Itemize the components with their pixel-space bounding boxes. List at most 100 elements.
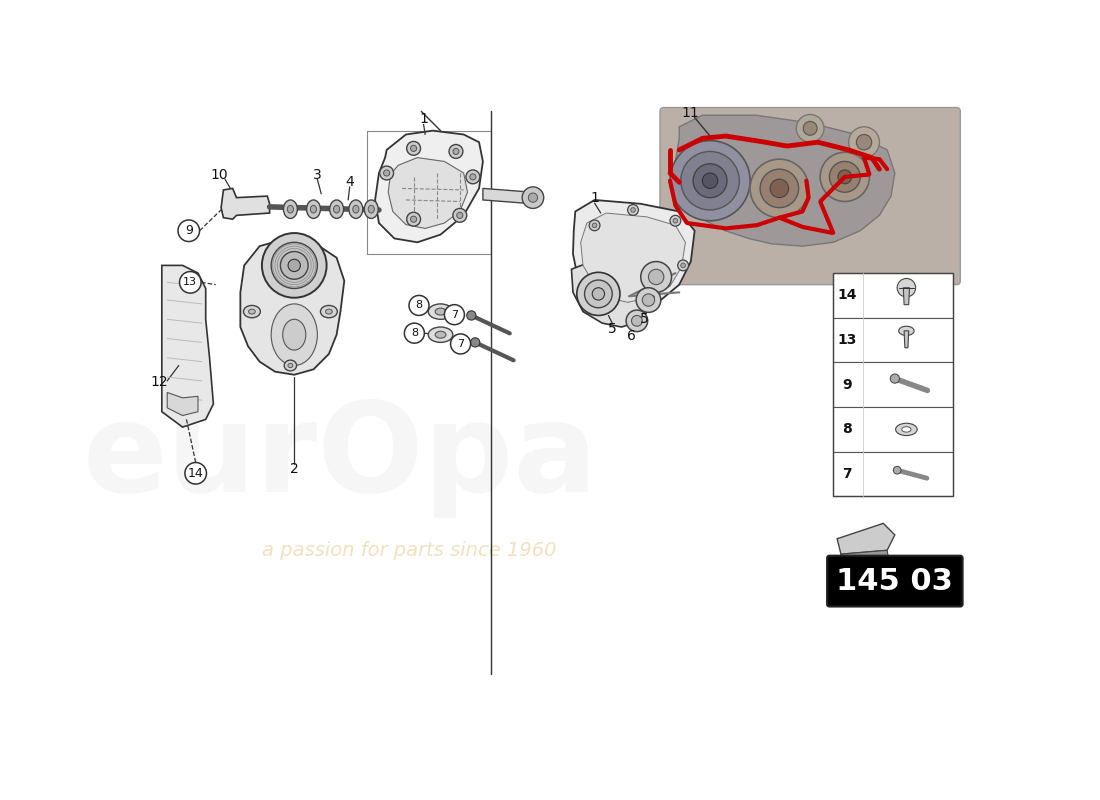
Polygon shape bbox=[837, 523, 895, 554]
Circle shape bbox=[471, 338, 480, 347]
Text: 7: 7 bbox=[451, 310, 458, 320]
Ellipse shape bbox=[353, 206, 359, 213]
Circle shape bbox=[856, 134, 872, 150]
Circle shape bbox=[893, 466, 901, 474]
Ellipse shape bbox=[349, 200, 363, 218]
Text: 7: 7 bbox=[843, 467, 851, 481]
Circle shape bbox=[693, 164, 727, 198]
Polygon shape bbox=[680, 146, 741, 194]
Circle shape bbox=[796, 114, 824, 142]
Polygon shape bbox=[221, 188, 270, 219]
Ellipse shape bbox=[326, 309, 332, 314]
Circle shape bbox=[592, 223, 597, 228]
Ellipse shape bbox=[902, 426, 911, 432]
Circle shape bbox=[592, 288, 605, 300]
Circle shape bbox=[626, 310, 648, 332]
Circle shape bbox=[595, 287, 606, 298]
Polygon shape bbox=[162, 266, 213, 427]
Bar bbox=[834, 273, 953, 496]
Circle shape bbox=[407, 212, 420, 226]
Polygon shape bbox=[842, 550, 889, 562]
Circle shape bbox=[829, 162, 860, 192]
Ellipse shape bbox=[428, 327, 453, 342]
Circle shape bbox=[647, 292, 658, 303]
Ellipse shape bbox=[436, 308, 446, 315]
Ellipse shape bbox=[249, 309, 255, 314]
Circle shape bbox=[407, 142, 420, 155]
Text: 14: 14 bbox=[188, 467, 204, 480]
Ellipse shape bbox=[899, 326, 914, 335]
Circle shape bbox=[410, 216, 417, 222]
Circle shape bbox=[444, 305, 464, 325]
Circle shape bbox=[681, 151, 739, 210]
Circle shape bbox=[750, 159, 808, 218]
Polygon shape bbox=[375, 130, 483, 242]
Circle shape bbox=[288, 259, 300, 271]
Polygon shape bbox=[388, 158, 467, 229]
Ellipse shape bbox=[333, 206, 340, 213]
Circle shape bbox=[590, 220, 600, 230]
Ellipse shape bbox=[320, 306, 338, 318]
Circle shape bbox=[640, 262, 671, 292]
Circle shape bbox=[451, 334, 471, 354]
Polygon shape bbox=[572, 261, 647, 327]
Circle shape bbox=[670, 141, 750, 221]
Circle shape bbox=[770, 179, 789, 198]
Ellipse shape bbox=[436, 331, 446, 338]
FancyBboxPatch shape bbox=[827, 556, 962, 606]
Circle shape bbox=[453, 209, 466, 222]
Circle shape bbox=[703, 173, 718, 188]
Ellipse shape bbox=[271, 304, 318, 366]
Text: 8: 8 bbox=[410, 328, 418, 338]
Text: 8: 8 bbox=[416, 301, 422, 310]
Circle shape bbox=[470, 174, 476, 180]
Circle shape bbox=[681, 263, 685, 268]
Circle shape bbox=[678, 260, 689, 270]
Ellipse shape bbox=[284, 200, 297, 218]
Ellipse shape bbox=[310, 206, 317, 213]
Ellipse shape bbox=[368, 206, 374, 213]
Circle shape bbox=[384, 170, 389, 176]
Text: 5: 5 bbox=[608, 322, 617, 335]
Polygon shape bbox=[167, 393, 198, 415]
Ellipse shape bbox=[330, 200, 343, 218]
Text: 8: 8 bbox=[843, 422, 852, 437]
Text: 10: 10 bbox=[211, 167, 229, 182]
Text: 13: 13 bbox=[184, 278, 197, 287]
Polygon shape bbox=[483, 188, 534, 204]
Ellipse shape bbox=[288, 363, 293, 368]
Text: 9: 9 bbox=[843, 378, 851, 392]
Circle shape bbox=[466, 170, 480, 184]
Circle shape bbox=[453, 148, 459, 154]
Circle shape bbox=[849, 126, 880, 158]
Circle shape bbox=[821, 152, 869, 202]
Circle shape bbox=[262, 233, 327, 298]
Circle shape bbox=[576, 272, 620, 315]
Circle shape bbox=[803, 122, 817, 135]
Text: eurOpa: eurOpa bbox=[82, 398, 598, 518]
Circle shape bbox=[890, 374, 900, 383]
Text: 13: 13 bbox=[837, 333, 857, 347]
Polygon shape bbox=[241, 238, 344, 374]
Circle shape bbox=[522, 187, 543, 209]
Bar bbox=[834, 362, 953, 407]
Circle shape bbox=[466, 311, 476, 320]
Text: 7: 7 bbox=[456, 339, 464, 349]
Circle shape bbox=[648, 270, 664, 285]
Circle shape bbox=[584, 280, 613, 308]
Circle shape bbox=[379, 166, 394, 180]
Circle shape bbox=[628, 205, 638, 215]
Circle shape bbox=[636, 288, 661, 312]
Circle shape bbox=[528, 193, 538, 202]
Bar bbox=[834, 318, 953, 362]
Circle shape bbox=[179, 271, 201, 293]
Circle shape bbox=[185, 462, 207, 484]
Circle shape bbox=[178, 220, 199, 242]
Text: 6: 6 bbox=[627, 330, 636, 343]
Circle shape bbox=[405, 323, 425, 343]
Circle shape bbox=[410, 146, 417, 151]
Circle shape bbox=[673, 218, 678, 223]
Circle shape bbox=[670, 215, 681, 226]
Circle shape bbox=[838, 170, 851, 184]
Ellipse shape bbox=[243, 306, 261, 318]
